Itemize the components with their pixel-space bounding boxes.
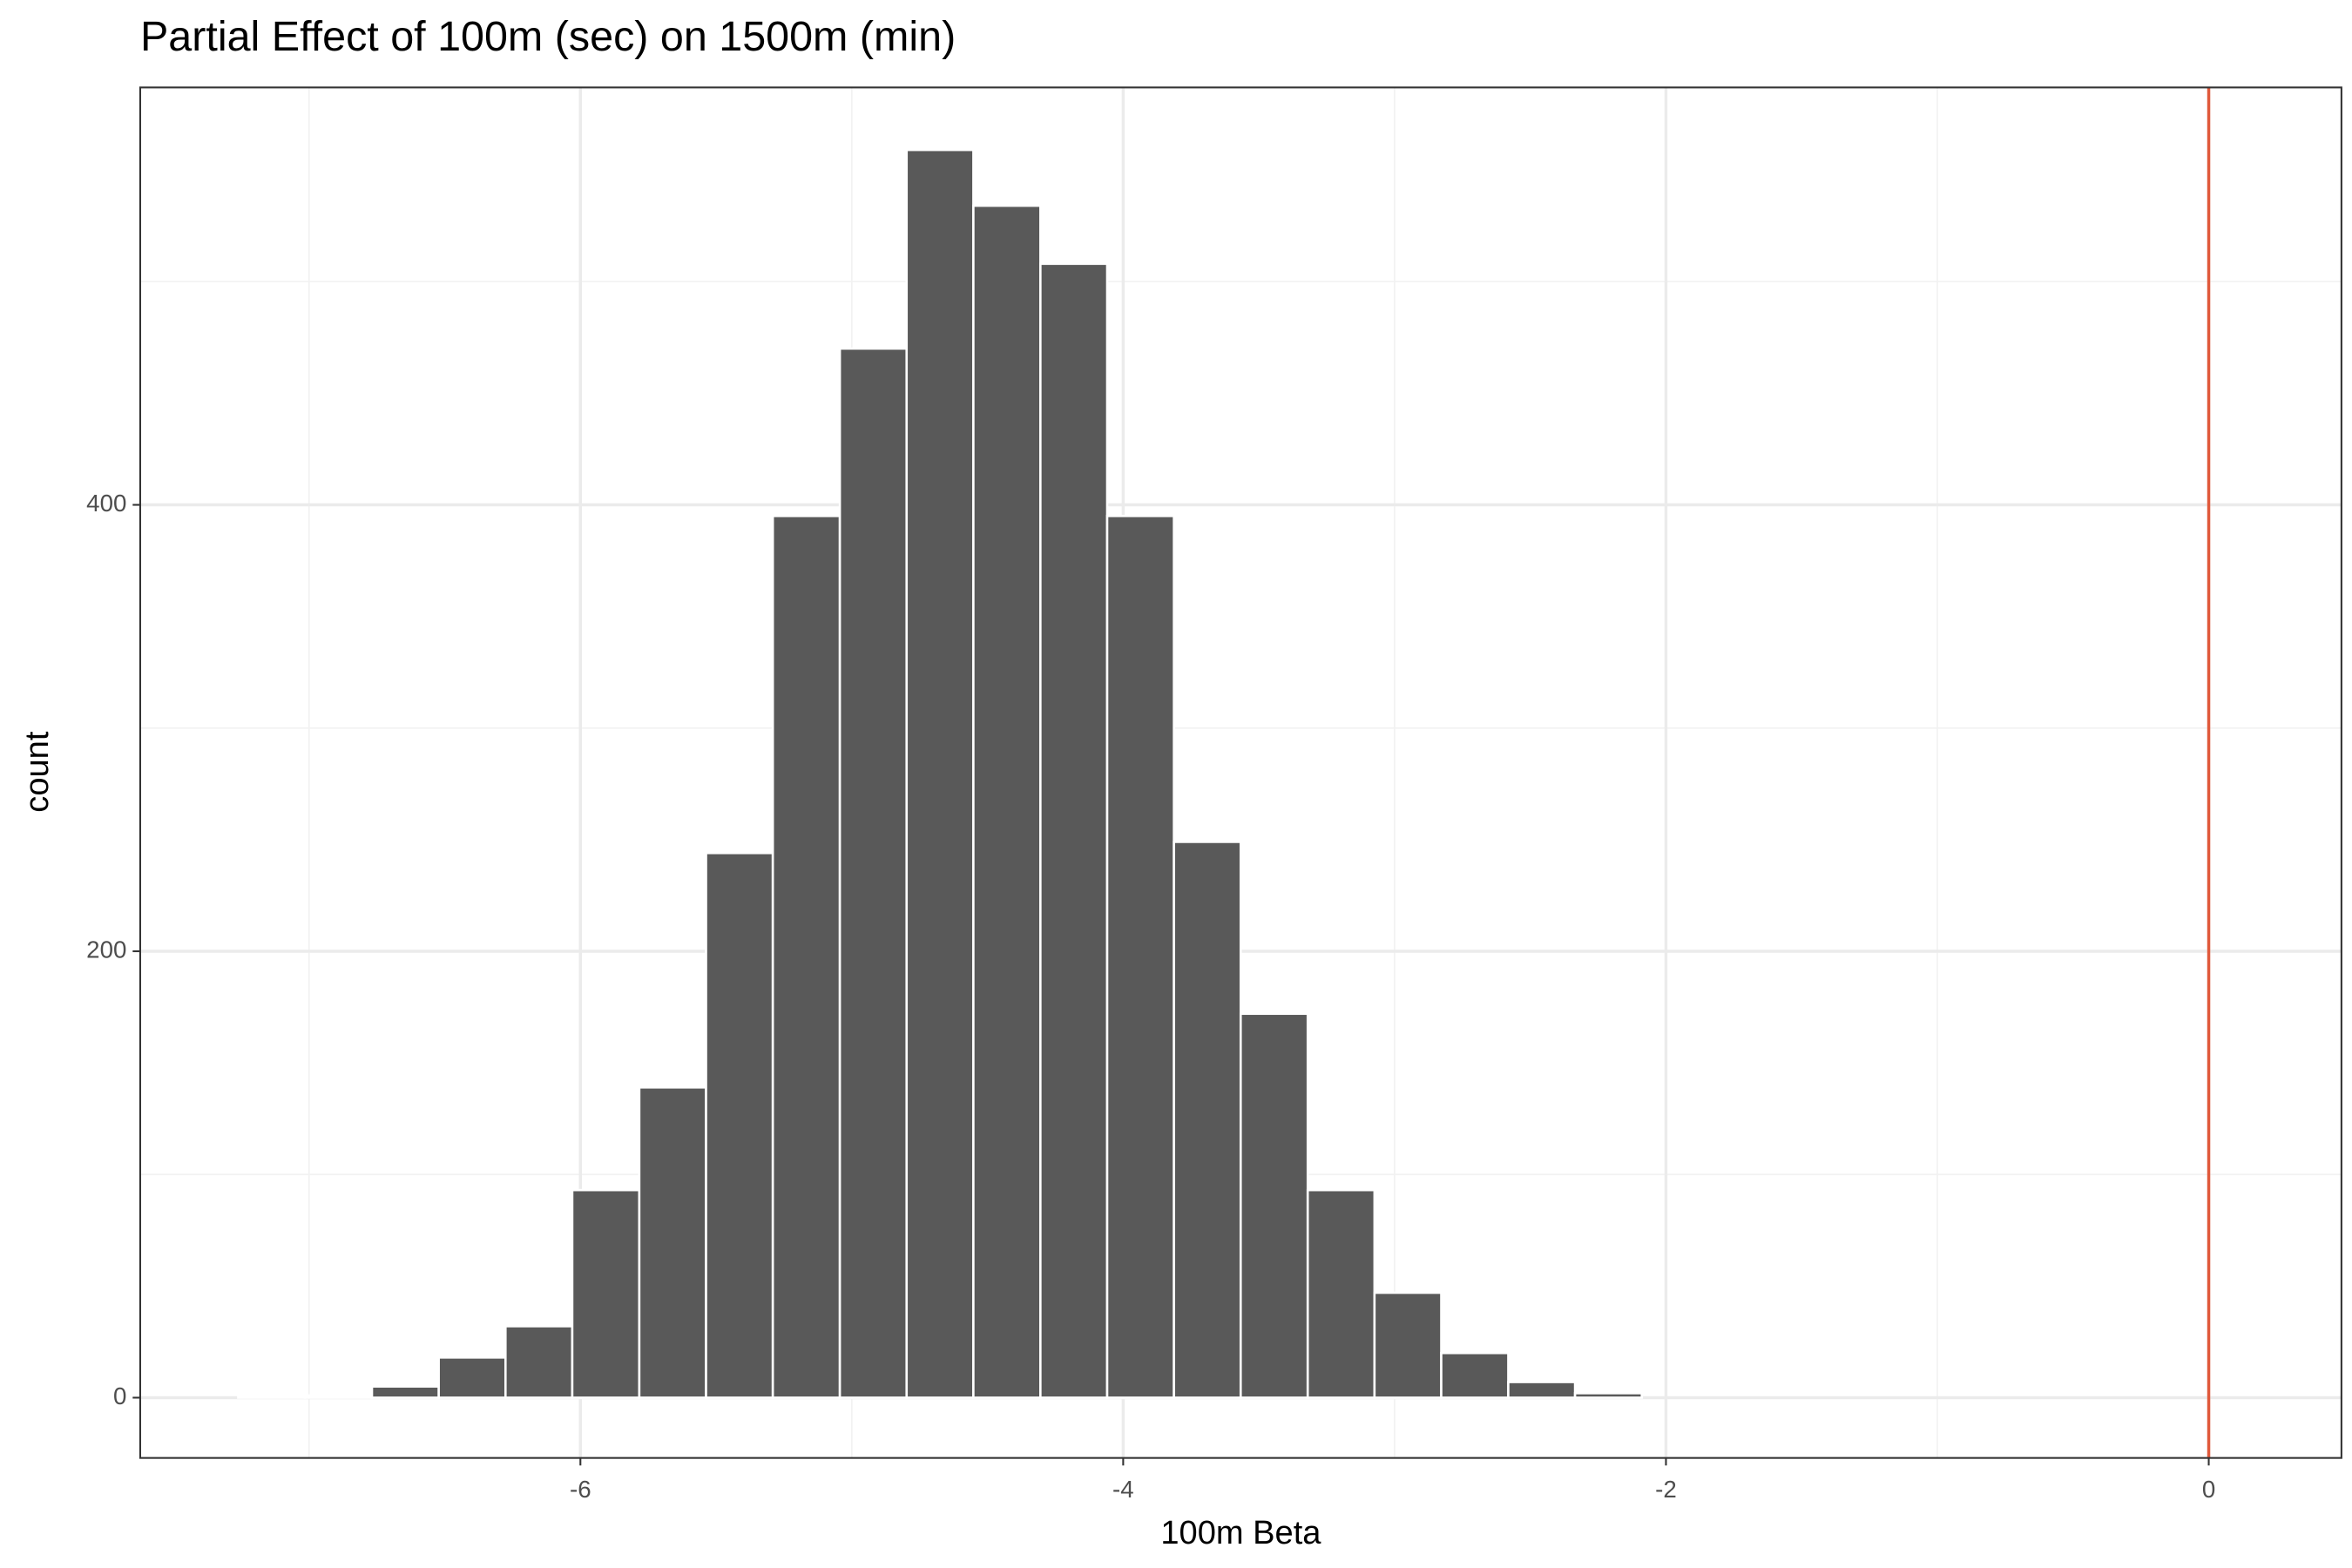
bar: [705, 851, 774, 1399]
panel-border: [139, 86, 2342, 1459]
x-tick-label: -6: [570, 1476, 591, 1503]
x-tick-label: -2: [1655, 1476, 1677, 1503]
bar: [370, 1385, 440, 1399]
bar: [437, 1356, 507, 1399]
bar: [905, 148, 975, 1399]
bar: [303, 1394, 374, 1399]
bar: [1105, 515, 1175, 1399]
x-tick-label: -4: [1112, 1476, 1134, 1503]
bar: [1440, 1351, 1510, 1399]
y-tick-label: 0: [113, 1382, 126, 1409]
bar: [1306, 1188, 1376, 1399]
y-axis-title: count: [19, 731, 56, 813]
bar: [504, 1325, 574, 1399]
chart-title: Partial Effect of 100m (sec) on 1500m (m…: [140, 13, 956, 60]
y-tick-label: 400: [86, 490, 126, 517]
bar: [638, 1086, 707, 1399]
bar: [1039, 262, 1109, 1399]
bar: [972, 204, 1042, 1399]
bar: [1373, 1291, 1443, 1399]
bar: [1507, 1381, 1577, 1399]
x-tick-label: 0: [2202, 1476, 2215, 1503]
bar: [771, 515, 841, 1399]
bar: [1173, 841, 1242, 1399]
bar: [571, 1188, 641, 1399]
bar: [1239, 1012, 1309, 1399]
y-tick-label: 200: [86, 936, 126, 963]
bar: [237, 1394, 307, 1399]
bar: [1573, 1392, 1644, 1399]
bar: [838, 347, 909, 1399]
x-axis-title: 100m Beta: [1160, 1515, 1321, 1551]
